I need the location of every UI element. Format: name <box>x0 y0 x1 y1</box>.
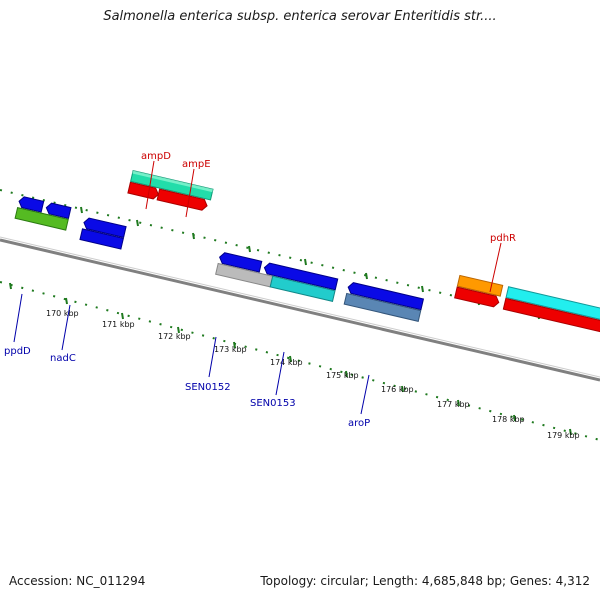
gene-highlight <box>132 170 213 193</box>
scale-label: 172 kbp <box>158 332 191 341</box>
gene-arrow-pdhR[interactable] <box>454 286 500 308</box>
gene-label-ampD[interactable]: ampD <box>141 151 171 162</box>
gene-label-SEN0153[interactable]: SEN0153 <box>250 398 296 409</box>
label-leaders <box>13 160 502 415</box>
gene-arrow-blue[interactable] <box>18 196 45 213</box>
gene-arrow-red[interactable] <box>127 181 160 200</box>
gene-label-aroP[interactable]: aroP <box>348 418 370 429</box>
scale-label: 175 kbp <box>326 371 359 380</box>
map-title: Salmonella enterica subsp. enterica sero… <box>103 9 497 24</box>
gene-arrow-ampE[interactable] <box>156 188 208 211</box>
scale-label: 176 kbp <box>381 385 414 394</box>
inner-tick-track <box>0 281 600 441</box>
inner-major-ticks <box>9 282 572 436</box>
gene-arrow-cyan[interactable] <box>505 286 600 321</box>
inner-dots <box>0 281 600 441</box>
scale-label: 173 kbp <box>214 345 247 354</box>
gene-arrow-aroP[interactable] <box>343 292 422 322</box>
scale-label: 179 kbp <box>547 431 580 440</box>
scale-label: 171 kbp <box>102 320 135 329</box>
gene-arrow-red-long[interactable] <box>502 297 600 333</box>
gene-arrow-blue[interactable] <box>347 282 425 311</box>
scale-label: 170 kbp <box>46 309 79 318</box>
topology-text: Topology: circular; Length: 4,685,848 bp… <box>260 574 590 588</box>
scale-label: 178 kbp <box>492 415 525 424</box>
gene-label-pdhR[interactable]: pdhR <box>490 233 516 244</box>
gene-label-ampE[interactable]: ampE <box>182 159 211 170</box>
backbone-highlight <box>0 236 600 378</box>
outer-major-ticks <box>80 206 540 320</box>
gene-label-nadC[interactable]: nadC <box>50 353 76 364</box>
gene-labels: ampD ampE pdhR ppdD nadC SEN0152 SEN0153… <box>4 151 516 429</box>
genome-backbone <box>0 238 600 382</box>
accession-text: Accession: NC_011294 <box>9 574 146 588</box>
gene-arrow-blue[interactable] <box>83 217 127 238</box>
gene-arrow-orange[interactable] <box>456 274 504 297</box>
gene-arrow-blue[interactable] <box>263 262 339 291</box>
scale-label: 174 kbp <box>270 358 303 367</box>
gene-label-SEN0152[interactable]: SEN0152 <box>185 382 231 393</box>
gene-arrow-SEN0153[interactable] <box>269 275 336 303</box>
gene-label-ppdD[interactable]: ppdD <box>4 346 31 357</box>
outer-dots <box>0 189 600 331</box>
gene-arrow-blue[interactable] <box>45 202 72 220</box>
scale-label: 177 kbp <box>437 400 470 409</box>
gene-arrow-ppdD[interactable] <box>14 206 69 231</box>
gene-arrow-blue[interactable] <box>218 252 263 273</box>
scale-labels: 170 kbp 171 kbp 172 kbp 173 kbp 174 kbp … <box>46 309 580 440</box>
gene-arrow-nadC[interactable] <box>79 228 124 250</box>
reverse-strand-track <box>14 196 425 322</box>
